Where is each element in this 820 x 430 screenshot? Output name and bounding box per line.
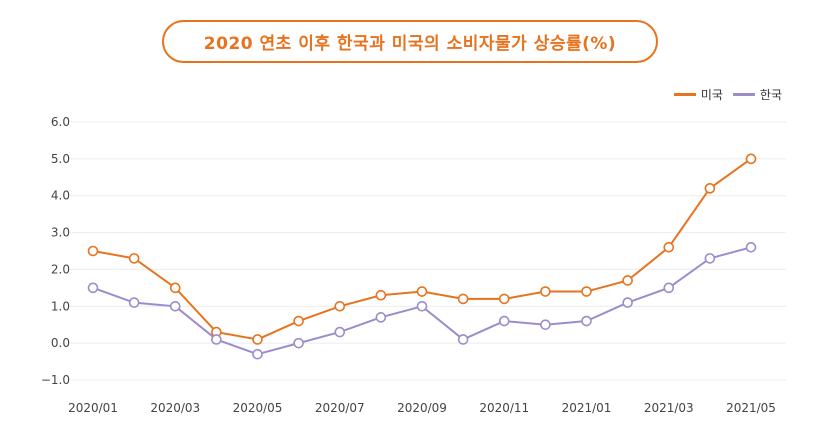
data-point-us [663, 242, 675, 253]
legend-label-us: 미국 [700, 88, 723, 102]
y-tick-label: 6.0 [51, 115, 70, 129]
legend-item-korea[interactable]: 한국 [732, 86, 782, 103]
chart-title: 2020 연초 이후 한국과 미국의 소비자물가 상승률(%) [161, 20, 659, 63]
data-point-us [540, 286, 551, 297]
data-point-korea [663, 282, 675, 294]
data-point-korea [704, 253, 716, 264]
y-tick-label: 3.0 [51, 226, 70, 240]
data-point-us [252, 334, 263, 345]
y-tick-label: 0.0 [51, 336, 70, 350]
data-point-us [87, 245, 99, 257]
legend-label-korea: 한국 [759, 88, 782, 102]
data-point-korea [498, 315, 510, 327]
x-tick-label: 2020/03 [150, 401, 200, 415]
data-point-korea [745, 242, 757, 253]
data-point-us [416, 286, 428, 297]
data-point-korea [87, 282, 99, 294]
x-tick-label: 2020/09 [397, 401, 447, 415]
data-point-us [375, 289, 387, 301]
data-point-korea [622, 297, 633, 308]
data-point-korea [293, 337, 304, 349]
data-point-us [622, 275, 633, 286]
data-point-korea [252, 348, 263, 360]
data-point-korea [457, 334, 469, 345]
x-tick-label: 2021/01 [562, 401, 612, 415]
legend-swatch-korea [732, 93, 755, 96]
data-point-us [581, 286, 592, 297]
series-line-us [92, 158, 752, 341]
x-tick-label: 2021/03 [644, 401, 694, 415]
y-tick-label: 1.0 [51, 299, 70, 313]
series-line-korea [92, 246, 752, 356]
data-point-us [293, 315, 304, 327]
data-point-korea [581, 315, 592, 327]
data-point-us [745, 153, 757, 165]
legend-swatch-us [673, 93, 696, 96]
x-tick-label: 2020/11 [479, 401, 529, 415]
data-point-korea [169, 300, 181, 312]
y-tick-label: 2.0 [51, 262, 70, 276]
x-tick-label: 2020/07 [315, 401, 365, 415]
data-point-us [457, 293, 469, 305]
x-tick-label: 2020/01 [68, 401, 118, 415]
legend-item-us[interactable]: 미국 [673, 86, 723, 103]
x-tick-label: 2020/05 [233, 401, 283, 415]
data-point-korea [540, 319, 551, 331]
data-point-korea [128, 297, 140, 308]
data-point-korea [211, 334, 222, 345]
y-tick-label: 4.0 [51, 189, 70, 203]
x-tick-label: 2021/05 [726, 401, 776, 415]
data-point-us [169, 282, 181, 294]
legend: 미국 한국 [673, 86, 782, 103]
data-point-us [128, 253, 140, 264]
y-tick-label: −1.0 [41, 373, 70, 387]
data-point-us [498, 293, 510, 305]
data-point-korea [375, 312, 387, 323]
data-point-us [704, 183, 716, 194]
data-point-korea [416, 300, 428, 312]
data-point-us [334, 300, 346, 312]
data-point-korea [334, 326, 346, 338]
y-tick-label: 5.0 [51, 152, 70, 166]
